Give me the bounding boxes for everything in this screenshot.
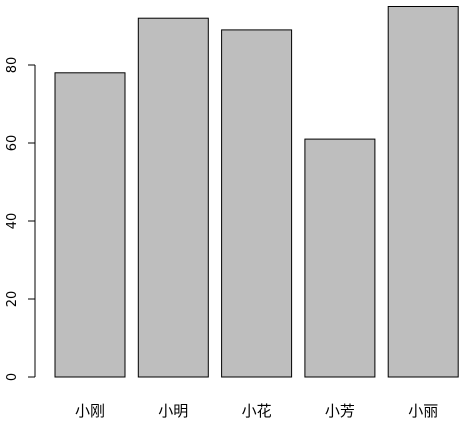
x-tick-label-1: 小明 bbox=[158, 402, 188, 420]
y-tick-label-2: 40 bbox=[5, 213, 20, 230]
bar-3 bbox=[304, 138, 376, 378]
x-tick-label-4: 小丽 bbox=[408, 402, 438, 420]
y-axis: 0 20 40 60 80 bbox=[5, 57, 36, 381]
y-tick-label-1: 20 bbox=[5, 291, 20, 308]
bar-2 bbox=[221, 29, 293, 378]
x-tick-label-0: 小刚 bbox=[75, 402, 105, 420]
x-tick-label-2: 小花 bbox=[242, 402, 272, 420]
bars-layer bbox=[54, 6, 459, 378]
y-tick-label-3: 60 bbox=[5, 135, 20, 152]
y-tick-label-0: 0 bbox=[5, 373, 20, 381]
x-axis-labels: 小刚 小明 小花 小芳 小丽 bbox=[75, 402, 438, 420]
bar-1 bbox=[137, 17, 209, 378]
bar-0 bbox=[54, 72, 126, 378]
y-tick-label-4: 80 bbox=[5, 57, 20, 74]
x-tick-label-3: 小芳 bbox=[325, 402, 355, 420]
bar-4 bbox=[387, 6, 459, 378]
